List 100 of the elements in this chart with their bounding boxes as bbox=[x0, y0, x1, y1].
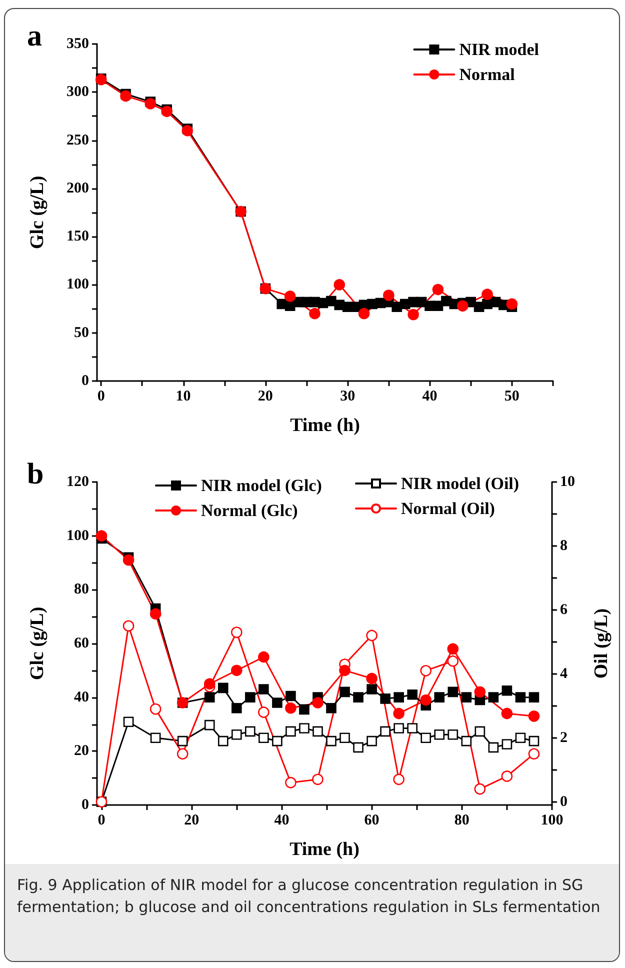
point bbox=[408, 308, 419, 320]
point bbox=[366, 684, 377, 694]
y2-tick-label: 2 bbox=[560, 730, 568, 746]
point bbox=[286, 726, 296, 737]
point bbox=[461, 736, 472, 746]
legend-label: NIR model (Glc) bbox=[201, 476, 322, 495]
point bbox=[474, 783, 486, 795]
legend-label: NIR model bbox=[459, 40, 540, 59]
y-tick-label: 50 bbox=[74, 324, 89, 341]
point bbox=[177, 736, 188, 746]
point bbox=[488, 742, 499, 753]
point bbox=[407, 723, 418, 734]
point bbox=[474, 686, 486, 698]
point bbox=[299, 704, 310, 715]
point bbox=[358, 308, 370, 320]
y-tick-label: 40 bbox=[74, 689, 89, 706]
point bbox=[232, 702, 242, 714]
point bbox=[340, 686, 350, 698]
point bbox=[393, 774, 404, 786]
point bbox=[161, 106, 172, 118]
point bbox=[312, 774, 324, 786]
point bbox=[309, 308, 320, 320]
y-tick-label: 20 bbox=[74, 743, 89, 760]
point bbox=[150, 732, 161, 743]
point bbox=[420, 732, 432, 743]
legend-label: Normal bbox=[459, 65, 516, 84]
x-axis-title: Time (h) bbox=[290, 839, 360, 860]
point bbox=[528, 710, 540, 722]
point bbox=[434, 692, 445, 702]
point bbox=[488, 692, 499, 702]
point bbox=[231, 626, 242, 638]
x-tick-label: 100 bbox=[540, 812, 564, 828]
legend-label: Normal (Oil) bbox=[401, 499, 495, 518]
caption: Fig. 9 Application of NIR model for a glucose concentration regulation in SG fermentation; b glucose and oil concentrations regulation in SLs fermentation bbox=[17, 875, 602, 918]
point bbox=[285, 702, 296, 714]
point bbox=[272, 736, 282, 746]
x-tick-label: 20 bbox=[184, 812, 200, 828]
point bbox=[120, 90, 132, 102]
point bbox=[232, 729, 242, 740]
point bbox=[380, 726, 390, 737]
point bbox=[326, 702, 336, 714]
point bbox=[299, 723, 310, 734]
point bbox=[258, 651, 270, 663]
point bbox=[506, 298, 518, 310]
point bbox=[245, 726, 256, 737]
point bbox=[122, 554, 134, 566]
point bbox=[528, 748, 540, 760]
point bbox=[176, 748, 188, 760]
x-tick-label: 20 bbox=[258, 388, 273, 404]
y-tick-label: 0 bbox=[82, 373, 89, 389]
point bbox=[482, 288, 493, 300]
point bbox=[392, 302, 402, 312]
point bbox=[353, 742, 364, 753]
point bbox=[218, 736, 228, 746]
point bbox=[448, 729, 458, 740]
point bbox=[339, 664, 350, 676]
y2-tick-label: 8 bbox=[560, 538, 568, 554]
point bbox=[380, 694, 390, 704]
y-tick-label: 250 bbox=[66, 132, 89, 148]
point bbox=[366, 672, 378, 684]
point bbox=[144, 98, 156, 110]
point bbox=[515, 692, 526, 702]
point bbox=[258, 706, 270, 718]
y-tick-label: 60 bbox=[74, 636, 89, 652]
point bbox=[204, 678, 216, 690]
y-tick-label: 80 bbox=[74, 582, 89, 598]
point bbox=[407, 689, 418, 700]
point bbox=[284, 290, 296, 302]
point bbox=[461, 692, 472, 702]
chart-title: b bbox=[27, 458, 44, 490]
point bbox=[272, 698, 282, 708]
point bbox=[204, 720, 215, 730]
y-tick-label: 100 bbox=[66, 528, 89, 544]
point bbox=[394, 723, 404, 734]
point bbox=[231, 664, 242, 676]
point bbox=[515, 732, 526, 743]
point bbox=[218, 682, 228, 694]
y2-tick-label: 0 bbox=[560, 794, 568, 810]
point bbox=[420, 694, 432, 706]
point bbox=[334, 279, 346, 290]
x-axis-title: Time (h) bbox=[290, 415, 360, 436]
x-tick-label: 50 bbox=[504, 388, 520, 404]
point bbox=[456, 300, 468, 312]
y2-axis-title: Oil (g/L) bbox=[591, 608, 612, 679]
point bbox=[258, 732, 269, 743]
point bbox=[204, 692, 215, 702]
point bbox=[502, 685, 512, 696]
point bbox=[432, 284, 444, 296]
point bbox=[366, 630, 378, 642]
point bbox=[432, 300, 444, 312]
point bbox=[420, 665, 432, 676]
point bbox=[340, 732, 350, 743]
y-tick-label: 150 bbox=[66, 228, 89, 245]
point bbox=[383, 290, 394, 301]
point bbox=[434, 729, 445, 740]
y-tick-label: 100 bbox=[66, 276, 89, 293]
x-tick-label: 60 bbox=[364, 812, 380, 828]
point bbox=[96, 530, 108, 542]
legend-label: Normal (Glc) bbox=[201, 501, 298, 520]
y2-tick-label: 6 bbox=[560, 602, 568, 618]
